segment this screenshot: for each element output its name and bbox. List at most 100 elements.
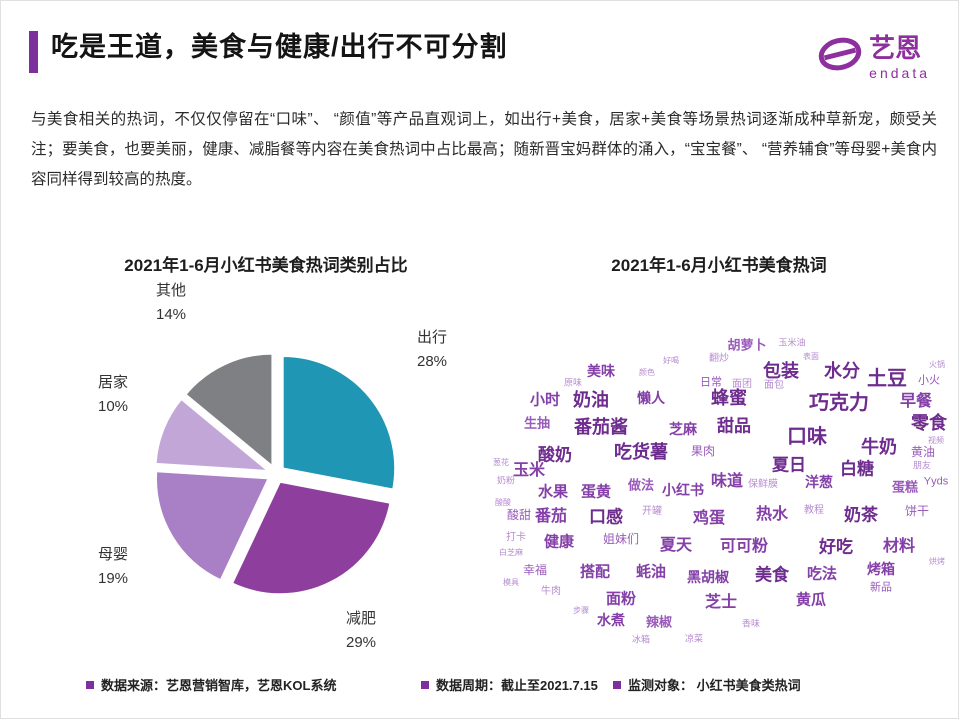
wordcloud-word: 早餐 xyxy=(899,393,933,410)
wordcloud-word: 美食 xyxy=(755,565,789,585)
footer-item: 数据来源：艺恩营销智库，艺恩KOL系统 xyxy=(86,675,336,694)
wordcloud-word: 面粉 xyxy=(605,590,637,608)
wordcloud-word: 材料 xyxy=(882,538,916,555)
wordcloud-word: 奶油 xyxy=(573,390,609,410)
wordcloud-word: 酸奶 xyxy=(538,445,572,465)
wordcloud-word: 烤箱 xyxy=(867,561,895,577)
pie-slice-0 xyxy=(282,355,396,491)
footer-text: 数据周期：截止至2021.7.15 xyxy=(436,678,598,693)
wordcloud-word: 做法 xyxy=(627,477,655,493)
wordcloud-word: 烘烤 xyxy=(929,557,945,566)
wordcloud-word: 新品 xyxy=(870,581,892,594)
logo-brand: 艺恩 xyxy=(869,33,922,63)
wordcloud-word: 果肉 xyxy=(690,444,716,458)
wordcloud-word: 奶粉 xyxy=(496,475,516,486)
wordcloud-word: 开罐 xyxy=(642,506,662,517)
wordcloud-word: 模具 xyxy=(503,578,519,587)
pie-slice-2 xyxy=(155,470,270,581)
wordcloud-word: 蛋糕 xyxy=(891,479,919,495)
wordcloud-word: 步骤 xyxy=(573,606,589,615)
wordcloud-word: 好喝 xyxy=(663,356,679,365)
wordcloud-word: 教程 xyxy=(804,505,824,516)
wordcloud-word: 火锅 xyxy=(929,360,945,369)
wordcloud-word: 番茄 xyxy=(534,508,568,525)
wordcloud-word: 打卡 xyxy=(506,532,526,543)
pie-label-home: 居家 10% xyxy=(97,374,129,415)
wordcloud-title: 2021年1-6月小红书美食热词 xyxy=(611,256,827,275)
wordcloud-word: 凉菜 xyxy=(684,633,704,644)
wordcloud-word: 原味 xyxy=(563,377,583,388)
wordcloud-word: 芝麻 xyxy=(669,421,697,437)
wordcloud-word: 胡萝卜 xyxy=(727,337,767,353)
bullet-square-icon xyxy=(613,680,621,689)
wordcloud-word: 生抽 xyxy=(523,415,551,431)
wordcloud-word: 甜品 xyxy=(717,416,751,436)
wordcloud-word: 葱花 xyxy=(493,458,509,467)
logo-subtitle: endata xyxy=(869,65,930,81)
wordcloud-word: 吃法 xyxy=(806,565,838,583)
wordcloud-word: 味道 xyxy=(710,473,744,490)
pie-label-mother-baby: 母婴 19% xyxy=(97,546,129,587)
wordcloud-word: 日常 xyxy=(700,376,722,389)
pie-slice-4 xyxy=(184,353,273,468)
wordcloud-word: 好吃 xyxy=(819,537,853,557)
wordcloud-word: Yyds xyxy=(923,475,949,488)
wordcloud-word: 玉米 xyxy=(512,462,546,479)
wordcloud-word: 翻炒 xyxy=(709,353,729,364)
wordcloud-word: 鸡蛋 xyxy=(692,510,726,527)
wordcloud-word: 幸福 xyxy=(522,563,548,577)
wordcloud-word: 饼干 xyxy=(904,504,930,518)
wordcloud-word: 冰箱 xyxy=(631,634,651,645)
wordcloud-word: 保鲜膜 xyxy=(748,479,778,490)
word-cloud: 胡萝卜 玉米油 翻炒 好喝 表面 包装 水分 美味 颜色 火锅 日常 面团 面包 土豆 原味 小时 奶油 懒人 蜂蜜… xyxy=(489,319,949,669)
wordcloud-word: 芝士 xyxy=(704,594,738,611)
wordcloud-word: 蚝油 xyxy=(635,563,667,581)
wordcloud-word: 朋友 xyxy=(912,460,932,471)
pie-chart xyxy=(155,353,396,595)
wordcloud-word: 蛋黄 xyxy=(580,483,612,501)
footer: 数据来源：艺恩营销智库，艺恩KOL系统 数据周期：截止至2021.7.15 监测对象… xyxy=(1,675,958,705)
wordcloud-word: 牛奶 xyxy=(861,437,897,457)
wordcloud-word: 小时 xyxy=(529,391,561,409)
footer-text: 数据来源：艺恩营销智库，艺恩KOL系统 xyxy=(101,678,337,693)
wordcloud-word: 酸甜 xyxy=(506,508,532,522)
pie-label-other: 其他 14% xyxy=(155,282,187,323)
footer-item: 监测对象： 小红书美食类热词 xyxy=(613,675,801,694)
wordcloud-word: 香味 xyxy=(741,618,761,629)
wordcloud-word: 夏天 xyxy=(659,537,693,554)
title-accent-bar xyxy=(29,31,38,73)
bullet-square-icon xyxy=(86,680,94,689)
wordcloud-word: 健康 xyxy=(543,533,575,551)
wordcloud-word: 包装 xyxy=(763,361,799,381)
wordcloud-word: 小火 xyxy=(918,374,940,387)
pie-chart-title: 2021年1-6月小红书美食热词类别占比 xyxy=(124,256,408,275)
footer-item: 数据周期：截止至2021.7.15 xyxy=(421,675,598,694)
footer-text: 监测对象： 小红书美食类热词 xyxy=(628,678,801,693)
logo: 艺恩 endata xyxy=(817,35,930,80)
wordcloud-word: 玉米油 xyxy=(778,337,806,348)
wordcloud-word: 辣椒 xyxy=(645,614,673,630)
wordcloud-word: 吃货薯 xyxy=(614,442,668,462)
wordcloud-word: 土豆 xyxy=(867,368,907,390)
wordcloud-word: 可可粉 xyxy=(719,538,769,555)
pie-chart-panel: 2021年1-6月小红书美食热词类别占比 其他 14% 出行 28% 居家 10… xyxy=(61,251,471,666)
wordcloud-word: 洋葱 xyxy=(805,474,833,490)
wordcloud-word: 白芝麻 xyxy=(499,548,523,557)
wordcloud-word: 酸酸 xyxy=(495,498,511,507)
wordcloud-word: 黑胡椒 xyxy=(687,569,729,585)
wordcloud-word: 水分 xyxy=(824,361,860,381)
wordcloud-word: 番茄酱 xyxy=(574,417,628,437)
bullet-square-icon xyxy=(421,680,429,689)
wordcloud-word: 奶茶 xyxy=(844,505,878,525)
wordcloud-word: 搭配 xyxy=(579,563,611,581)
page-title: 吃是王道，美食与健康/出行不可分割 xyxy=(51,32,508,62)
wordcloud-word: 颜色 xyxy=(639,368,655,377)
pie-slice-1 xyxy=(231,481,391,595)
pie-label-weight-loss: 减肥 29% xyxy=(345,610,377,651)
wordcloud-word: 夏日 xyxy=(772,455,806,475)
wordcloud-word: 蜂蜜 xyxy=(711,388,747,408)
wordcloud-word: 热水 xyxy=(755,506,789,523)
wordcloud-word: 小红书 xyxy=(662,482,704,498)
wordcloud-word: 姐妹们 xyxy=(602,532,640,546)
